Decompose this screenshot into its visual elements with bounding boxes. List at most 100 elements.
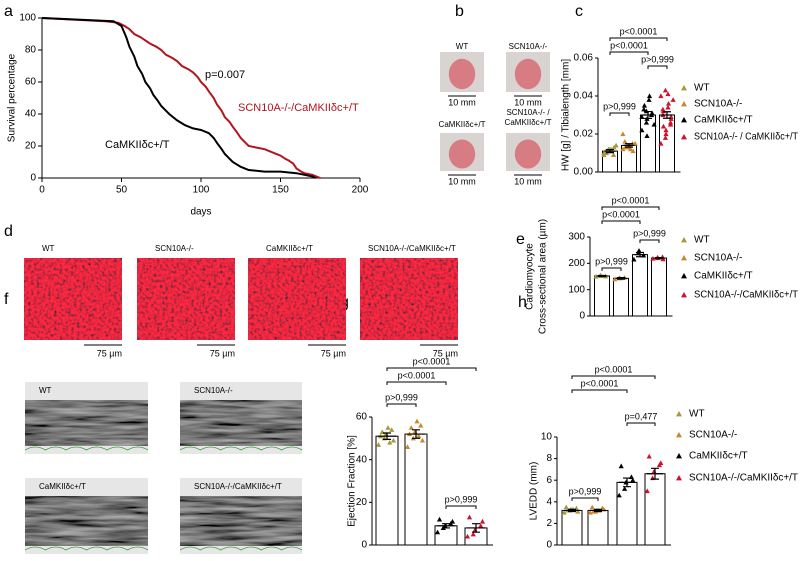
scale-label: 75 µm — [97, 348, 122, 358]
error-bar — [619, 477, 635, 488]
data-point — [375, 442, 382, 447]
data-point — [591, 508, 597, 514]
data-point — [414, 418, 420, 424]
panel-letter: d — [4, 223, 13, 240]
data-point — [622, 139, 628, 144]
image-caption: SCN10A-/- — [194, 386, 233, 395]
legend-label: SCN10A-/- — [689, 430, 737, 441]
bar — [434, 525, 458, 546]
scale-label: 10 mm — [514, 97, 542, 107]
data-point — [658, 93, 664, 99]
survival-line — [41, 17, 321, 179]
image-caption: CaMKIIδc+/T — [39, 482, 86, 491]
data-point — [646, 453, 652, 459]
y-axis-title: Cross-sectional area (µm) — [538, 219, 549, 334]
error-bar — [661, 111, 673, 119]
legend-marker — [676, 475, 682, 481]
histology-image — [360, 258, 458, 340]
significance-label: p=0,477 — [625, 411, 658, 421]
significance-label: p>0,999 — [385, 392, 418, 402]
data-point — [662, 87, 669, 93]
y-tick-label: 4 — [546, 496, 552, 507]
data-point — [665, 91, 671, 97]
data-point — [630, 148, 636, 154]
series-label: CaMKIIδc+/T — [105, 139, 170, 151]
error-bar — [596, 274, 608, 278]
data-point — [665, 104, 671, 110]
image-caption: SCN10A-/-/CaMKIIδc+/T — [368, 244, 456, 253]
bar — [616, 481, 638, 546]
data-point — [627, 146, 634, 152]
heart — [448, 139, 476, 169]
bar — [561, 509, 583, 546]
data-point — [612, 276, 618, 282]
legend-label: SCN10A-/- — [694, 253, 742, 264]
significance-label: p<0.0001 — [398, 370, 436, 380]
significance-bracket — [647, 65, 668, 69]
data-point — [575, 508, 581, 514]
bar — [375, 435, 399, 546]
y-tick-label: 0.02 — [574, 129, 594, 140]
data-point — [387, 440, 393, 445]
data-point — [389, 427, 395, 432]
significance-label: p<0.0001 — [612, 195, 650, 205]
data-point — [649, 110, 655, 116]
significance-bracket — [601, 206, 660, 210]
significance-label: p>0,999 — [633, 228, 666, 238]
y-tick-label: 80 — [25, 45, 37, 56]
significance-label: p<0.0001 — [581, 378, 619, 388]
y-tick-label: 300 — [568, 232, 585, 243]
data-point — [663, 131, 669, 137]
error-bar — [653, 256, 665, 260]
scale-label: 10 mm — [448, 176, 476, 186]
heart — [514, 58, 542, 90]
significance-bracket — [386, 367, 477, 371]
legend-marker — [681, 117, 687, 123]
legend-marker — [681, 134, 687, 140]
data-point — [660, 123, 667, 129]
data-point — [636, 248, 642, 253]
data-point — [416, 433, 422, 439]
y-tick-label: 0.06 — [574, 53, 594, 64]
y-tick-label: 100 — [568, 284, 585, 295]
scale-label: 75 µm — [433, 348, 458, 358]
x-tick-label: 150 — [272, 185, 289, 196]
y-axis-title: Cardiomyocyte — [525, 243, 536, 310]
image-caption: SCN10A-/- — [155, 244, 194, 253]
significance-label: p<0.0001 — [413, 356, 451, 366]
panel-letter: a — [4, 3, 13, 20]
histology-image — [248, 258, 346, 340]
significance-bracket — [601, 220, 641, 224]
data-point — [641, 102, 648, 108]
bar — [651, 257, 667, 317]
legend-marker — [681, 85, 687, 91]
data-point — [658, 460, 664, 465]
y-tick-label: 0.00 — [574, 167, 594, 178]
significance-label: p>0,999 — [445, 494, 478, 504]
histology-image — [137, 258, 235, 340]
y-tick-label: 40 — [356, 454, 368, 465]
data-point — [651, 468, 657, 474]
echo-image — [180, 400, 302, 446]
data-point — [404, 444, 411, 449]
y-tick-label: 60 — [356, 412, 368, 423]
significance-bracket — [626, 422, 656, 426]
data-point — [464, 533, 471, 539]
data-point — [639, 127, 645, 133]
ecg-trace — [24, 446, 149, 451]
heart — [448, 58, 476, 90]
data-point — [449, 518, 456, 524]
ecg-trace — [179, 446, 303, 451]
significance-bracket — [386, 381, 447, 385]
y-axis-title: HW [g] / Tibialength [mm] — [561, 59, 572, 171]
data-point — [644, 133, 650, 138]
legend-marker — [676, 453, 682, 459]
legend-label: SCN10A-/-/CaMKIIδc+/T — [694, 290, 798, 301]
y-tick-label: 100 — [19, 13, 36, 24]
legend-label: SCN10A-/- / CaMKIIδc+/T — [694, 132, 798, 143]
survival-line — [41, 17, 316, 179]
significance-label: p>0,999 — [569, 486, 602, 496]
x-tick-label: 0 — [39, 185, 45, 196]
y-tick-label: 40 — [25, 109, 37, 120]
error-bar — [437, 523, 455, 529]
